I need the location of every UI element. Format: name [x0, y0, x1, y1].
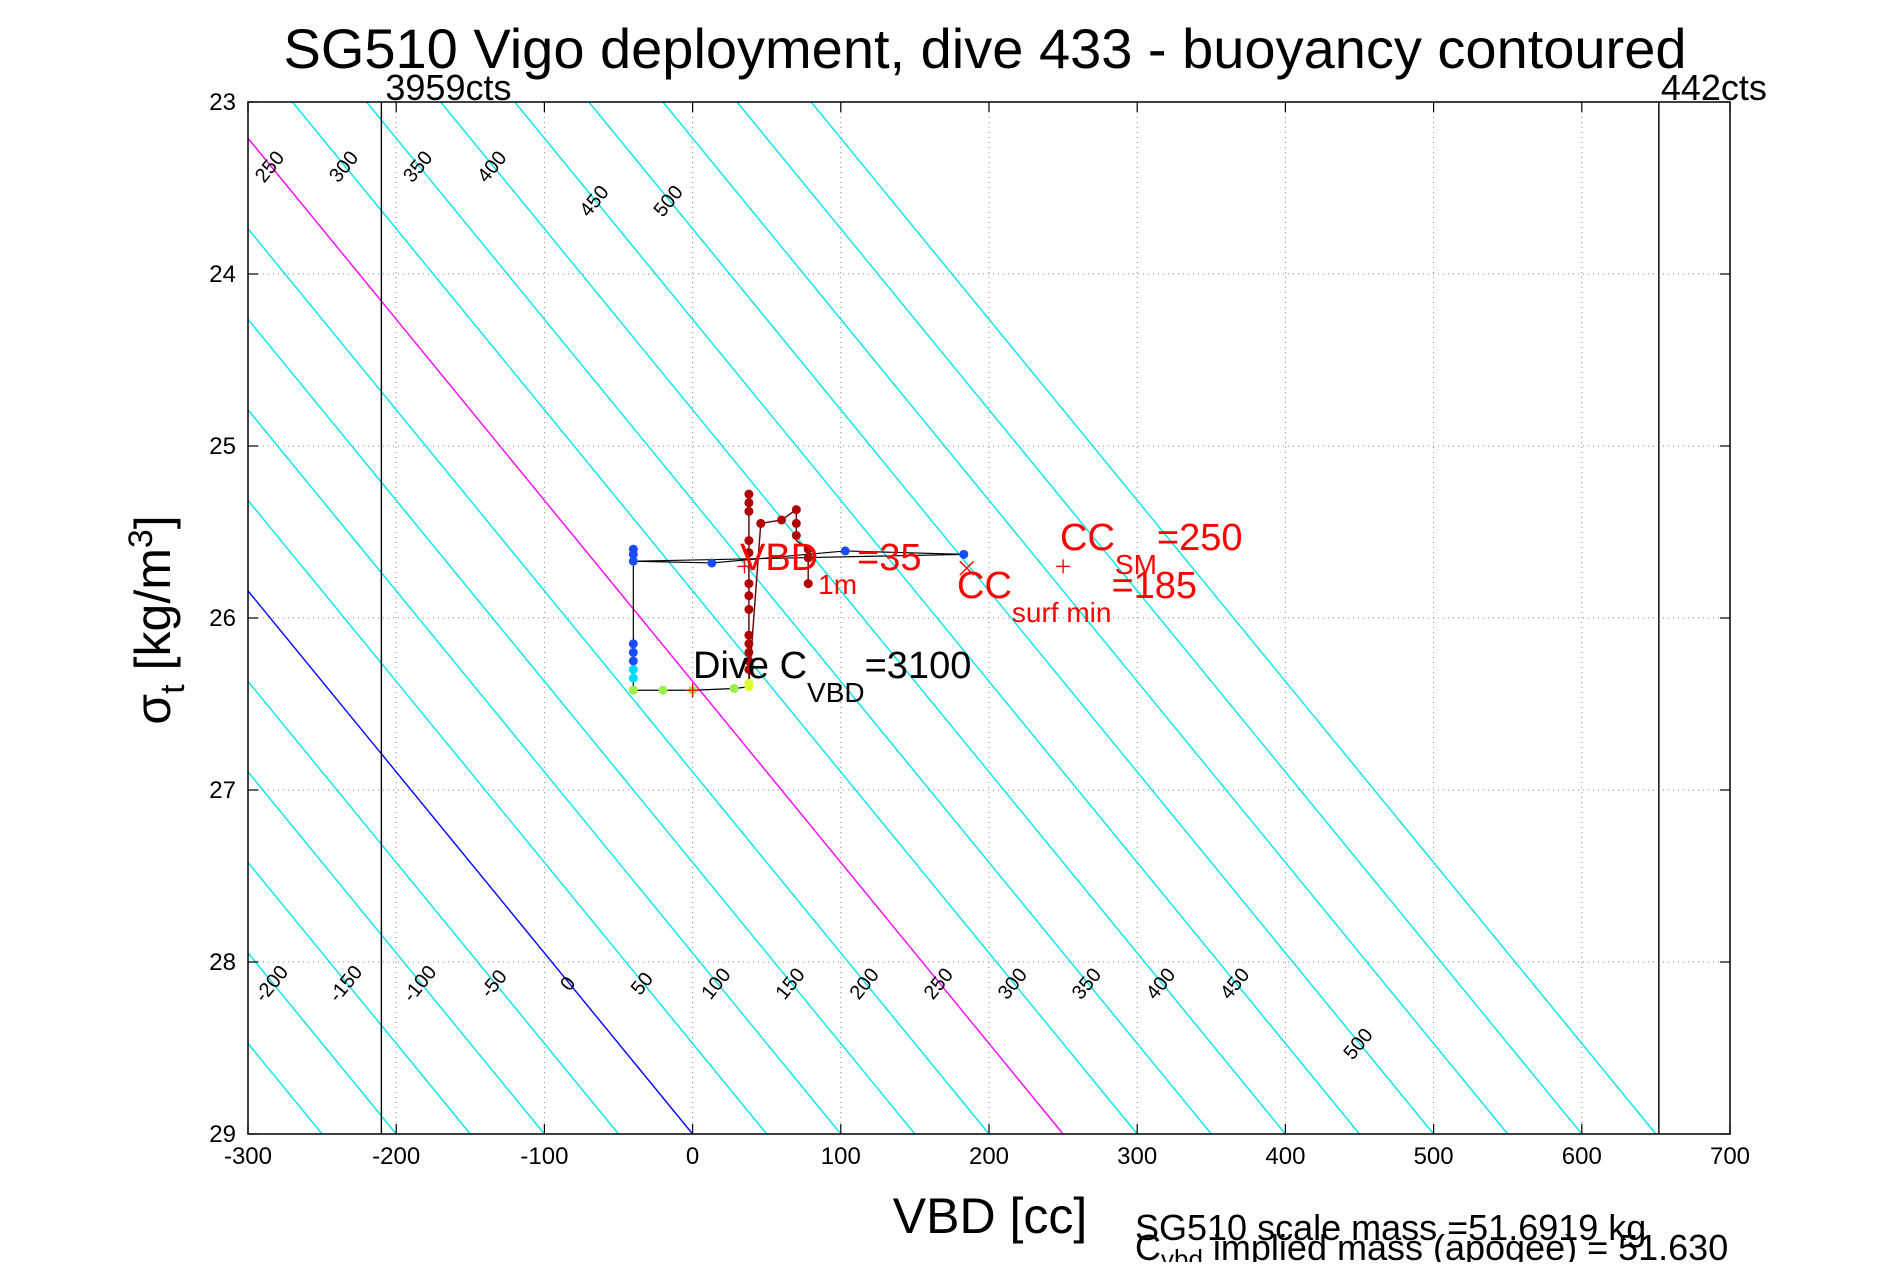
y-tick-label: 25 — [209, 433, 236, 460]
climb-point — [744, 548, 754, 558]
y-tick-label: 29 — [209, 1121, 236, 1148]
svg-text:σt[kg/m3]: σt [kg/m3] — [122, 515, 192, 724]
y-label-unit: [kg/m — [125, 548, 181, 670]
vbd-limit-lines: 3959cts 442cts — [380, 67, 1767, 1134]
x-tick-label: 0 — [686, 1143, 699, 1170]
contour-line — [810, 102, 1657, 1134]
contour-line — [248, 408, 842, 1134]
contour-line — [248, 589, 694, 1134]
contour-line — [248, 227, 990, 1134]
dive-point — [658, 685, 668, 695]
dive-point — [628, 673, 638, 683]
climb-point — [744, 665, 754, 675]
cc-surf-min-marker — [959, 560, 975, 576]
dive-point — [729, 684, 739, 694]
chart-title: SG510 Vigo deployment, dive 433 - buoyan… — [283, 17, 1686, 80]
y-label-sub: t — [154, 684, 192, 694]
contour-line — [736, 102, 1583, 1134]
climb-point — [756, 518, 766, 528]
annotation-cc-surf-min: CCsurf min=185 — [957, 565, 1197, 628]
reference-markers — [685, 559, 1071, 698]
contour-line — [514, 102, 1361, 1134]
climb-point — [791, 505, 801, 515]
dive-point — [628, 665, 638, 675]
climb-point — [791, 530, 801, 540]
dive-point — [744, 682, 754, 692]
climb-point — [744, 604, 754, 614]
climb-point — [744, 579, 754, 589]
x-tick-label: 300 — [1117, 1143, 1157, 1170]
dive-point — [628, 639, 638, 649]
x-tick-label: 400 — [1265, 1143, 1305, 1170]
annotation-cc-sm: CCSM=250 — [1060, 517, 1242, 580]
contour-line — [0, 102, 100, 1134]
climb-point — [744, 506, 754, 516]
x-tick-label: 200 — [969, 1143, 1009, 1170]
dive-point — [628, 647, 638, 657]
axis-ticks: -300 -200 -100 0 100 200 300 400 500 600 700 23 24 25… — [209, 89, 1750, 1170]
climb-point — [791, 518, 801, 528]
contour-line — [440, 102, 1286, 1134]
dive-point — [959, 549, 969, 559]
contour-line — [0, 102, 26, 1134]
x-tick-label: 600 — [1562, 1143, 1602, 1170]
climb-point — [744, 647, 754, 657]
y-label-sup: 3 — [122, 529, 160, 548]
limit-label: 442cts — [1661, 67, 1767, 108]
x-tick-label: 500 — [1414, 1143, 1454, 1170]
dive-point — [628, 549, 638, 559]
footer-implied-mass: Cvbd implied mass (apogee) = 51.630 — [1135, 1227, 1728, 1262]
climb-point — [744, 656, 754, 666]
climb-point — [744, 591, 754, 601]
contour-line — [248, 499, 768, 1134]
contour-line — [291, 102, 1138, 1134]
y-tick-label: 26 — [209, 605, 236, 632]
y-tick-label: 28 — [209, 949, 236, 976]
contour-line — [366, 102, 1212, 1134]
y-tick-label: 23 — [209, 89, 236, 116]
dive-point — [628, 685, 638, 695]
climb-point — [744, 630, 754, 640]
dive-point — [628, 556, 638, 566]
x-tick-label: 100 — [821, 1143, 861, 1170]
annotation-dive-cvbd: Dive CVBD=3100 — [693, 645, 971, 708]
y-tick-label: 27 — [209, 777, 236, 804]
climb-point — [777, 515, 787, 525]
x-tick-label: -200 — [372, 1143, 420, 1170]
x-tick-label: -100 — [520, 1143, 568, 1170]
x-tick-label: -300 — [224, 1143, 272, 1170]
annotation-vbd-1m: VBD1m=35 — [740, 537, 922, 600]
climb-point — [744, 639, 754, 649]
y-tick-label: 24 — [209, 261, 236, 288]
footer-scale-mass: SG510 scale mass =51.6919 kg — [1135, 1207, 1646, 1248]
limit-label: 3959cts — [385, 67, 511, 108]
x-tick-label: 700 — [1710, 1143, 1750, 1170]
contour-line — [588, 102, 1435, 1134]
y-label-sigma: σ — [125, 694, 181, 725]
contour-line — [248, 770, 545, 1134]
climb-point — [744, 489, 754, 499]
y-axis-label: σt [kg/m3] — [122, 515, 192, 724]
dive-point — [707, 558, 717, 568]
y-label-close: ] — [125, 515, 181, 529]
climb-point — [744, 536, 754, 546]
dive-point — [628, 656, 638, 666]
climb-point — [803, 579, 813, 589]
x-axis-label: VBD [cc] — [893, 1188, 1087, 1244]
contour-line — [662, 102, 1509, 1134]
climb-point — [744, 498, 754, 508]
climb-point — [803, 544, 813, 554]
contour-line — [248, 137, 1064, 1134]
grid-lines — [248, 102, 1730, 1134]
contour-line — [248, 680, 620, 1134]
dive-point — [840, 546, 850, 556]
contour-line — [248, 861, 471, 1134]
contour-line — [248, 318, 916, 1134]
climb-point — [803, 553, 813, 563]
